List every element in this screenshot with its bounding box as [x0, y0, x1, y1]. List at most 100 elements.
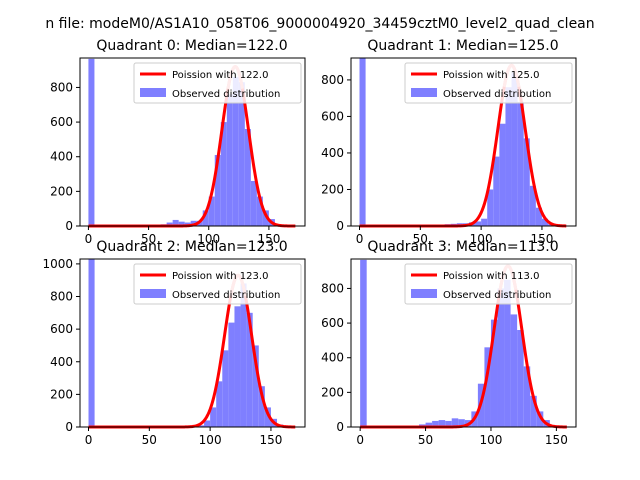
- y-tick-label-1: 200: [50, 184, 73, 198]
- legend-box: [133, 263, 302, 305]
- legend-hist-label: Observed distribution: [172, 89, 280, 100]
- y-tick-label-4: 800: [50, 80, 73, 94]
- legend-box: [404, 62, 573, 104]
- y-tick-label-0: 0: [65, 219, 73, 233]
- legend: Poission with 125.0 Observed distributio…: [404, 62, 573, 104]
- hist-bar-7: [228, 322, 235, 427]
- hist-bar-11: [214, 154, 221, 226]
- hist-bar-18: [523, 366, 531, 427]
- histogram-bars: [88, 259, 290, 427]
- hist-bar-6: [445, 420, 452, 427]
- x-tick-label-2: 100: [470, 232, 493, 246]
- legend-hist-swatch: [411, 88, 437, 97]
- hist-bar-8: [234, 306, 241, 427]
- hist-bar-16: [244, 129, 251, 226]
- x-tick-label-2: 100: [199, 433, 222, 447]
- hist-bar-15: [238, 82, 245, 226]
- y-tick-label-2: 400: [50, 355, 73, 369]
- legend-poisson-label: Poission with 125.0: [443, 70, 539, 81]
- axes-frame: [79, 258, 306, 428]
- hist-bar-17: [250, 180, 257, 226]
- hist-bar-4: [210, 407, 217, 427]
- x-tick-label-1: 50: [142, 433, 157, 447]
- axes-frame: [350, 258, 577, 428]
- y-tick-label-4: 800: [321, 73, 344, 87]
- x-tick-label-1: 50: [141, 232, 156, 246]
- hist-bar-5: [178, 221, 185, 226]
- x-tick-label-0: 0: [85, 433, 93, 447]
- y-tick-label-2: 400: [50, 150, 73, 164]
- y-tick-label-4: 800: [321, 281, 344, 295]
- x-axis: 0 50 100 150: [85, 427, 282, 447]
- hist-bar-7: [451, 418, 459, 427]
- y-axis: 0 200 400 600 800: [50, 80, 80, 233]
- hist-bar-0: [88, 58, 95, 226]
- y-tick-label-2: 400: [321, 146, 344, 160]
- hist-bar-17: [517, 330, 524, 427]
- x-axis: 0 50 100 150: [356, 226, 553, 246]
- panel-quadrant-1: Quadrant 1: Median=125.0 0 50 100 150 0 200 4…: [321, 38, 577, 246]
- panel-title: Quadrant 2: Median=123.0: [96, 239, 287, 255]
- hist-bar-2: [197, 425, 205, 427]
- x-tick-label-3: 150: [530, 232, 553, 246]
- y-tick-label-3: 600: [50, 322, 73, 336]
- hist-bar-6: [222, 350, 229, 427]
- hist-bar-5: [438, 420, 446, 427]
- x-tick-label-3: 150: [259, 433, 282, 447]
- legend-hist-swatch: [140, 88, 166, 97]
- x-tick-label-1: 50: [418, 433, 433, 447]
- hist-bar-14: [511, 72, 518, 226]
- legend-poisson-label: Poission with 123.0: [172, 271, 268, 282]
- y-tick-label-3: 600: [321, 316, 344, 330]
- hist-bar-19: [541, 218, 549, 226]
- hist-bar-11: [493, 156, 500, 226]
- legend: Poission with 113.0 Observed distributio…: [404, 263, 573, 305]
- x-tick-label-2: 100: [480, 433, 503, 447]
- legend: Poission with 123.0 Observed distributio…: [133, 263, 302, 305]
- hist-bar-0: [360, 259, 367, 427]
- hist-bar-4: [432, 420, 439, 427]
- x-tick-label-2: 100: [197, 232, 220, 246]
- hist-bar-10: [487, 189, 494, 226]
- hist-bar-4: [172, 219, 179, 226]
- y-tick-label-5: 1000: [42, 257, 73, 271]
- x-axis: 0 50 100 150: [85, 226, 280, 246]
- hist-bar-9: [481, 218, 488, 226]
- y-tick-label-1: 200: [321, 182, 344, 196]
- legend: Poission with 122.0 Observed distributio…: [133, 62, 302, 104]
- hist-bar-14: [497, 288, 505, 427]
- hist-bar-17: [529, 185, 536, 226]
- hist-bar-16: [523, 138, 530, 226]
- hist-bar-12: [258, 386, 265, 427]
- x-tick-label-0: 0: [356, 433, 364, 447]
- legend-poisson-label: Poission with 122.0: [172, 70, 268, 81]
- legend-hist-label: Observed distribution: [443, 89, 551, 100]
- hist-bar-13: [505, 87, 512, 226]
- legend-box: [133, 62, 302, 104]
- hist-bar-10: [246, 312, 253, 427]
- hist-bar-9: [202, 210, 209, 226]
- hist-bar-18: [535, 207, 542, 226]
- legend-hist-label: Observed distribution: [172, 290, 280, 301]
- hist-bar-18: [256, 196, 263, 226]
- axes-frame: [350, 57, 577, 227]
- hist-bar-13: [264, 407, 271, 427]
- panel-title: Quadrant 3: Median=113.0: [367, 239, 558, 255]
- hist-bar-0: [359, 58, 366, 226]
- axes-frame: [79, 57, 306, 227]
- legend-poisson-label: Poission with 113.0: [443, 271, 539, 282]
- hist-bar-8: [475, 221, 482, 226]
- x-axis: 0 50 100 150: [356, 427, 568, 447]
- y-axis: 0 200 400 600 800 1000: [42, 257, 80, 434]
- y-tick-label-0: 0: [336, 420, 344, 434]
- hist-bar-15: [504, 279, 511, 427]
- hist-bar-3: [425, 422, 433, 427]
- legend-hist-swatch: [140, 289, 166, 298]
- legend-hist-swatch: [411, 289, 437, 298]
- x-tick-label-1: 50: [413, 232, 428, 246]
- panel-quadrant-3: Quadrant 3: Median=113.0 0 50 100 150 0 200 4…: [321, 239, 577, 447]
- y-tick-label-1: 200: [50, 387, 73, 401]
- hist-bar-11: [252, 345, 259, 427]
- x-tick-label-0: 0: [356, 232, 364, 246]
- hist-bar-20: [536, 411, 544, 427]
